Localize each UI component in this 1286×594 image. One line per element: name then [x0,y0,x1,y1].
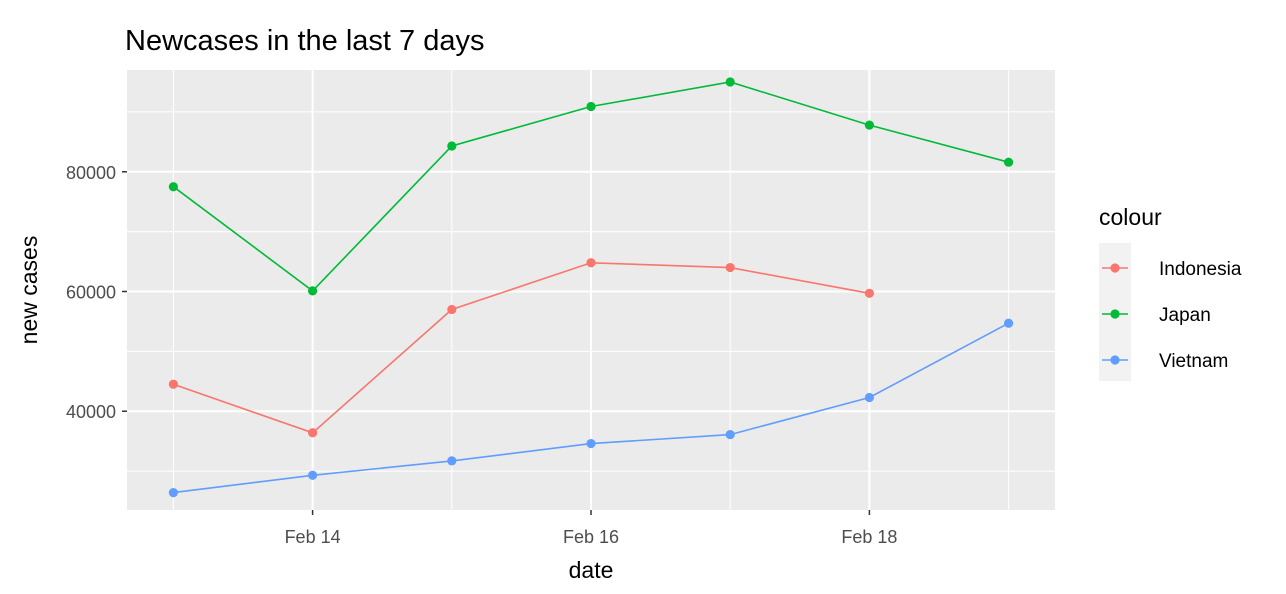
y-axis-ticks: 40000 60000 80000 [66,163,127,422]
y-tick-label: 60000 [66,282,116,302]
legend-label-indonesia: Indonesia [1159,259,1242,280]
data-point-indonesia [447,304,457,315]
y-tick-label: 40000 [66,402,116,422]
legend-key-point-vietnam [1110,355,1120,365]
data-point-japan [447,141,457,151]
data-point-vietnam [447,456,457,466]
data-point-japan [586,101,596,112]
data-point-japan [864,120,875,130]
y-tick-label: 80000 [66,163,116,183]
data-point-vietnam [1004,318,1014,328]
series-group [168,77,1014,498]
legend-label-japan: Japan [1159,305,1211,326]
data-point-vietnam [864,392,875,403]
x-tick-label: Feb 14 [285,527,341,547]
chart-title: Newcases in the last 7 days [125,25,484,57]
data-point-vietnam [168,488,178,498]
legend-key-point-indonesia [1110,263,1120,273]
legend-title: colour [1099,204,1162,230]
x-axis-ticks: Feb 14 Feb 16 Feb 18 [285,510,897,547]
data-point-vietnam [725,429,735,440]
series-line-indonesia [173,261,870,434]
data-point-japan [308,286,318,296]
data-point-indonesia [725,262,735,273]
data-point-vietnam [586,438,596,449]
data-point-vietnam [308,470,318,480]
data-point-indonesia [308,428,318,438]
x-tick-label: Feb 18 [841,527,897,547]
data-point-japan [725,77,735,87]
data-point-indonesia [864,288,875,298]
legend-label-vietnam: Vietnam [1159,351,1228,372]
data-point-japan [1004,157,1014,167]
legend-key-point-japan [1110,309,1120,319]
x-axis-label: date [569,557,614,583]
data-point-indonesia [168,379,178,389]
data-point-japan [168,182,178,192]
y-axis-label: new cases [16,236,42,345]
data-point-indonesia [586,258,596,268]
legend: colour Indonesia Japan Vietnam [1099,204,1242,381]
x-tick-label: Feb 16 [563,527,619,547]
